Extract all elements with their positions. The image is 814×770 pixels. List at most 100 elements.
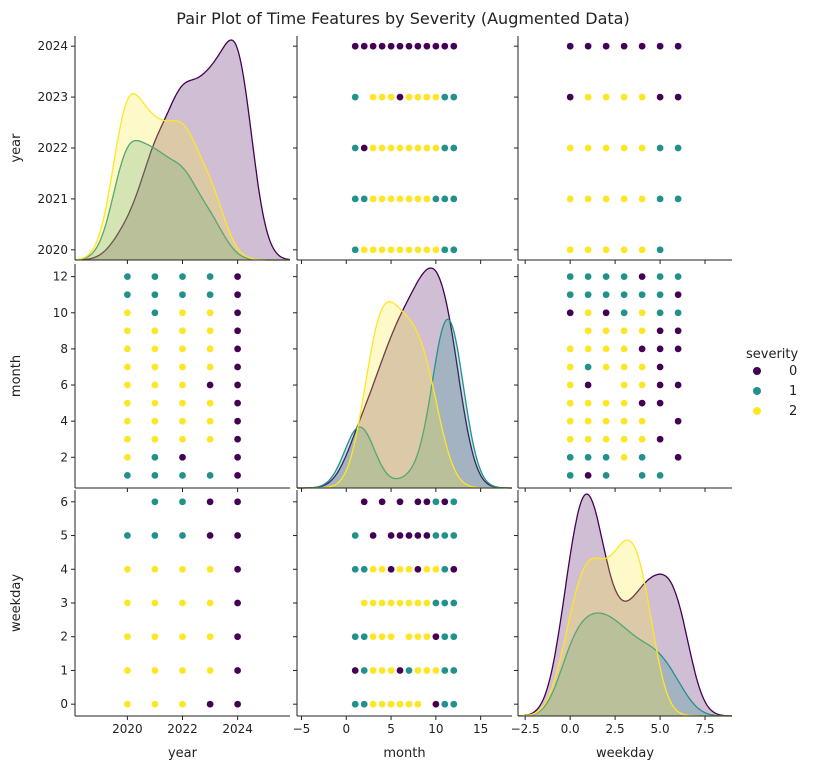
point-severity-1 (584, 453, 592, 462)
point-severity-0 (233, 417, 242, 426)
point-severity-2 (178, 565, 187, 574)
point-severity-2 (602, 245, 610, 254)
point-severity-0 (233, 308, 242, 317)
point-severity-2 (378, 144, 386, 152)
point-severity-0 (584, 381, 592, 389)
x-tick-label: −2.5 (511, 722, 540, 736)
point-severity-1 (440, 195, 449, 203)
y-tick-label: 2023 (37, 90, 68, 104)
point-severity-1 (206, 272, 214, 281)
point-severity-1 (449, 497, 458, 506)
point-severity-2 (405, 700, 413, 709)
point-severity-2 (638, 363, 646, 371)
point-severity-1 (674, 195, 682, 203)
point-severity-2 (123, 308, 132, 317)
point-severity-2 (414, 144, 422, 152)
point-severity-2 (423, 565, 431, 574)
point-severity-2 (584, 245, 592, 254)
point-severity-2 (405, 195, 413, 203)
x-tick-label: 2020 (112, 722, 143, 736)
point-severity-1 (405, 666, 413, 675)
legend-title: severity (746, 347, 799, 362)
point-severity-2 (151, 599, 159, 607)
point-severity-0 (656, 363, 664, 371)
legend-marker-0 (753, 367, 761, 375)
point-severity-2 (123, 700, 132, 709)
point-severity-1 (440, 700, 449, 709)
point-severity-2 (178, 326, 187, 335)
point-severity-0 (206, 497, 214, 506)
point-severity-1 (449, 700, 458, 709)
point-severity-1 (440, 565, 449, 574)
density-fill-severity-2 (297, 301, 512, 488)
point-severity-0 (405, 42, 413, 51)
point-severity-0 (584, 42, 592, 51)
point-severity-0 (674, 326, 682, 335)
point-severity-2 (638, 417, 646, 426)
point-severity-2 (178, 435, 187, 444)
point-severity-1 (584, 272, 592, 281)
point-severity-1 (123, 471, 132, 480)
point-severity-1 (656, 144, 664, 152)
point-severity-2 (566, 144, 575, 152)
y-tick-label: 6 (60, 378, 68, 392)
point-severity-2 (369, 565, 377, 574)
point-severity-2 (584, 345, 592, 353)
point-severity-0 (674, 417, 682, 426)
point-severity-2 (638, 326, 646, 335)
density-fill-severity-0 (75, 40, 290, 260)
point-severity-2 (387, 245, 395, 254)
point-severity-1 (440, 245, 449, 254)
point-severity-1 (656, 195, 664, 203)
point-severity-0 (584, 471, 592, 480)
panel-year-vs-year: 2020 2021 2022 2023 2024 (37, 36, 291, 264)
point-severity-1 (206, 290, 214, 299)
point-severity-2 (206, 599, 214, 607)
legend-label-1: 1 (789, 384, 797, 399)
point-severity-2 (151, 399, 159, 407)
point-severity-1 (440, 531, 449, 540)
point-severity-2 (566, 417, 575, 426)
point-severity-2 (206, 435, 214, 444)
point-severity-0 (656, 326, 664, 335)
point-severity-2 (638, 381, 646, 389)
point-severity-0 (396, 531, 404, 540)
point-severity-2 (206, 666, 214, 675)
point-severity-2 (123, 435, 132, 444)
y-tick-label: 0 (60, 697, 68, 711)
point-severity-1 (360, 565, 369, 574)
point-severity-2 (584, 308, 592, 317)
point-severity-1 (151, 272, 159, 281)
point-severity-1 (638, 453, 646, 462)
point-severity-2 (602, 435, 610, 444)
point-severity-2 (423, 632, 431, 641)
point-severity-2 (566, 399, 575, 407)
point-severity-2 (151, 435, 159, 444)
point-severity-1 (566, 290, 575, 299)
point-severity-2 (584, 326, 592, 335)
point-severity-1 (620, 290, 628, 299)
point-severity-2 (584, 144, 592, 152)
point-severity-2 (369, 666, 377, 675)
point-severity-1 (151, 531, 159, 540)
legend: severity 0 1 2 (746, 347, 799, 419)
y-tick-label: 6 (60, 495, 68, 509)
point-severity-0 (233, 290, 242, 299)
point-severity-2 (432, 565, 440, 574)
point-severity-2 (566, 245, 575, 254)
panel-year-vs-month (293, 36, 512, 264)
point-severity-2 (432, 245, 440, 254)
point-severity-2 (396, 565, 404, 574)
x-tick-label: 5 (387, 722, 395, 736)
point-severity-1 (178, 531, 187, 540)
point-severity-2 (178, 417, 187, 426)
y-axis-label-weekday: weekday (9, 574, 24, 632)
point-severity-0 (638, 345, 646, 353)
point-severity-2 (584, 93, 592, 101)
y-tick-label: 2021 (37, 192, 68, 206)
point-severity-2 (123, 326, 132, 335)
point-severity-2 (414, 700, 422, 709)
point-severity-0 (387, 531, 395, 540)
point-severity-2 (405, 245, 413, 254)
